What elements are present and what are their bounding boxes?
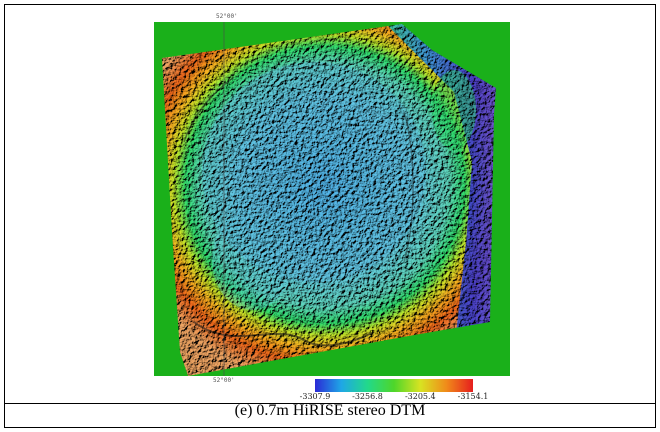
elevation-colorbar <box>315 379 473 392</box>
colorbar-tick-2: -3256.8 <box>352 392 383 401</box>
figure-frame <box>4 4 656 428</box>
colorbar-tick-max: -3154.1 <box>457 392 489 401</box>
dtm-map <box>154 22 510 376</box>
grid-label-top: 52°00' <box>216 13 238 20</box>
colorbar-tick-min: -3307.9 <box>299 392 331 401</box>
colorbar-tick-3: -3205.4 <box>404 392 436 401</box>
grid-label-bottom: 52°00' <box>213 377 235 384</box>
colorbar-gradient <box>315 379 473 392</box>
dtm-footprint <box>162 24 496 376</box>
figure-caption: (e) 0.7m HiRISE stereo DTM <box>234 402 426 419</box>
dtm-map-image <box>154 22 510 376</box>
caption-divider <box>5 403 655 404</box>
